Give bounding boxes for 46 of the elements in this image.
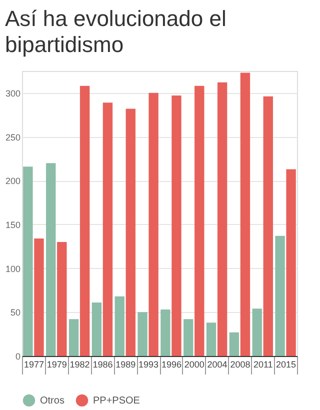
y-tick-label: 250 [5, 132, 20, 142]
bar [286, 169, 296, 356]
bar [217, 82, 228, 356]
bar [126, 108, 136, 356]
x-tick-label: 2004 [207, 360, 228, 370]
bar [23, 166, 33, 356]
bar [229, 332, 240, 356]
y-tick-label: 100 [5, 264, 20, 274]
x-tick-label: 1986 [92, 360, 113, 370]
x-tick-label: 2015 [276, 360, 296, 370]
x-tick-label: 1996 [161, 360, 182, 370]
x-tick-label: 1993 [138, 360, 159, 370]
bar [263, 96, 273, 356]
x-tick-label: 2011 [253, 360, 273, 370]
bar [80, 86, 90, 356]
bar [252, 308, 262, 356]
x-tick-label: 2008 [230, 360, 250, 370]
bar [138, 312, 148, 356]
legend-label: PP+PSOE [93, 395, 140, 406]
y-tick-label: 0 [15, 352, 20, 362]
bar [114, 296, 124, 356]
bar [92, 302, 102, 356]
bar [194, 86, 204, 356]
y-tick-label: 150 [5, 220, 20, 230]
bar [46, 163, 56, 356]
y-tick-label: 200 [5, 176, 20, 186]
bar [148, 92, 158, 356]
legend-label: Otros [40, 395, 64, 406]
bar [57, 242, 67, 356]
x-tick-label: 1989 [116, 360, 136, 370]
x-tick-label: 2000 [184, 360, 204, 370]
x-tick-label: 1982 [70, 360, 90, 370]
bar [102, 102, 113, 356]
x-tick-label: 1979 [46, 360, 67, 370]
x-tick-label: 1977 [24, 360, 44, 370]
bar [68, 319, 79, 356]
bar [240, 72, 250, 356]
bar [275, 236, 285, 356]
bar [206, 322, 216, 356]
y-tick-label: 300 [5, 88, 20, 98]
y-tick-label: 50 [10, 308, 20, 318]
bar [184, 319, 194, 356]
bar [160, 310, 170, 356]
bar [34, 238, 44, 356]
bar [172, 96, 182, 356]
chart-title: Así ha evolucionado el bipartidismo [4, 6, 226, 57]
